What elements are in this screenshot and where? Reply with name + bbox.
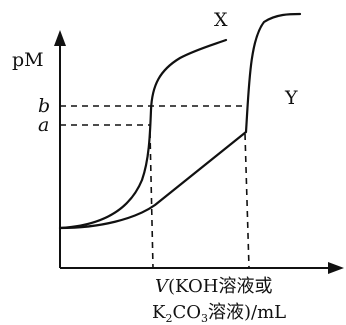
x-axis-label-line2: K2CO3溶液)/mL — [152, 302, 286, 325]
y-reference-label-b: b — [38, 95, 50, 117]
series-x-curve — [58, 38, 228, 230]
x-axis-arrow-icon — [328, 262, 344, 274]
y-reference-label-a: a — [38, 114, 49, 136]
x-axis-label-line2-rest: 溶液)/mL — [208, 302, 286, 323]
series-label-x: X — [214, 9, 228, 31]
x-axis-label-line1: V(KOH溶液或 — [155, 276, 272, 297]
series-y-curve — [58, 12, 302, 230]
series-label-y: Y — [284, 87, 298, 109]
equivalence-line-y — [244, 133, 250, 269]
y-axis-arrow-icon — [54, 30, 66, 46]
x-axis-label-k: K — [152, 302, 166, 323]
x-axis-label-sub-2: 2 — [165, 312, 172, 325]
x-axis-label-variable: V — [155, 276, 170, 297]
equivalence-line-x — [149, 131, 154, 269]
x-axis-label-sub-3: 3 — [201, 312, 208, 325]
y-axis-label: pM — [12, 49, 44, 71]
x-axis-label-co: CO — [172, 302, 201, 323]
x-axis-label-line1-rest: (KOH溶液或 — [168, 276, 272, 297]
